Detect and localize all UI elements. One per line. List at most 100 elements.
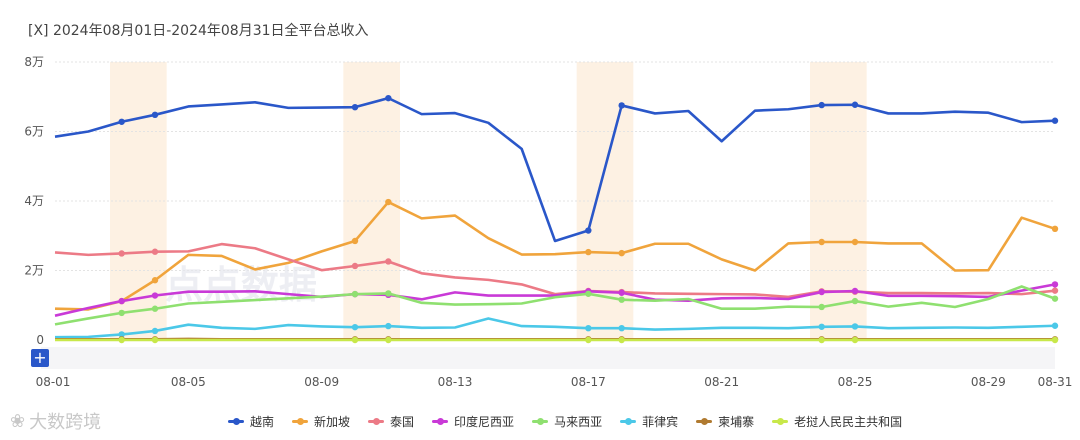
data-point bbox=[618, 324, 625, 332]
x-tick-label: 08-17 bbox=[571, 375, 606, 389]
legend-label: 马来西亚 bbox=[554, 415, 603, 429]
data-point bbox=[385, 336, 392, 344]
data-point bbox=[818, 303, 825, 311]
data-point bbox=[818, 238, 825, 246]
data-point bbox=[851, 336, 859, 344]
brand-watermark-text: 大数跨境 bbox=[29, 412, 102, 433]
x-tick-label: 08-25 bbox=[838, 375, 873, 389]
data-point bbox=[118, 250, 125, 257]
brand-logo-icon: ❀ bbox=[10, 410, 26, 432]
data-point bbox=[585, 324, 592, 332]
data-point bbox=[1051, 117, 1059, 124]
legend-item[interactable]: 马来西亚 bbox=[532, 413, 602, 430]
data-point bbox=[618, 289, 625, 296]
data-point bbox=[385, 322, 392, 330]
data-point bbox=[351, 237, 359, 245]
legend-swatch bbox=[772, 418, 789, 425]
x-tick-label: 08-13 bbox=[438, 375, 473, 389]
data-point bbox=[351, 336, 359, 344]
y-tick-label: 6万 bbox=[24, 125, 44, 139]
x-tick-label: 08-01 bbox=[36, 375, 71, 389]
data-point bbox=[618, 296, 625, 303]
data-point bbox=[851, 238, 859, 246]
data-point bbox=[351, 262, 359, 270]
data-point bbox=[818, 336, 825, 344]
series-line-越南 bbox=[54, 96, 1056, 243]
data-point bbox=[585, 227, 592, 234]
legend-label: 印度尼西亚 bbox=[454, 415, 515, 429]
data-point bbox=[151, 336, 159, 344]
chart-title: [X] 2024年08月01日-2024年08月31日全平台总收入 bbox=[28, 23, 369, 39]
data-point bbox=[851, 101, 859, 108]
data-point bbox=[351, 323, 359, 331]
y-tick-label: 8万 bbox=[24, 55, 44, 69]
add-button[interactable]: + bbox=[31, 349, 49, 367]
legend-item[interactable]: 越南 bbox=[228, 413, 274, 430]
data-point bbox=[1051, 281, 1059, 288]
data-point bbox=[151, 292, 159, 299]
data-point bbox=[385, 94, 392, 102]
data-point bbox=[151, 111, 159, 119]
legend-item[interactable]: 老挝人民民主共和国 bbox=[772, 413, 902, 430]
y-tick-label: 2万 bbox=[24, 264, 44, 278]
series-line-泰国 bbox=[54, 242, 1056, 299]
x-tick-label: 08-29 bbox=[971, 375, 1006, 389]
data-point bbox=[1051, 295, 1059, 302]
legend: 越南 新加坡 泰国 印度尼西亚 马来西亚 菲律宾 柬埔寨 老挝人民民主共和国 bbox=[228, 413, 902, 430]
data-point bbox=[385, 198, 392, 206]
legend-swatch bbox=[620, 418, 637, 425]
legend-item[interactable]: 印度尼西亚 bbox=[432, 413, 514, 430]
legend-swatch bbox=[532, 418, 549, 425]
data-point bbox=[118, 336, 125, 344]
y-tick-label: 0 bbox=[36, 333, 44, 347]
data-point bbox=[351, 290, 359, 298]
data-point bbox=[351, 103, 359, 111]
legend-label: 柬埔寨 bbox=[718, 415, 755, 429]
data-point bbox=[618, 102, 625, 109]
data-point bbox=[1051, 287, 1059, 294]
data-point bbox=[851, 297, 859, 305]
data-point bbox=[851, 323, 859, 330]
legend-item[interactable]: 泰国 bbox=[368, 413, 414, 430]
legend-label: 越南 bbox=[250, 415, 275, 429]
legend-label: 泰国 bbox=[390, 415, 415, 429]
series-line-印度尼西亚 bbox=[54, 283, 1056, 317]
legend-swatch bbox=[696, 418, 713, 425]
legend-swatch bbox=[368, 418, 385, 425]
data-point bbox=[118, 309, 125, 317]
data-point bbox=[151, 277, 159, 284]
data-point bbox=[151, 248, 159, 255]
series-line-菲律宾 bbox=[54, 317, 1056, 339]
legend-item[interactable]: 菲律宾 bbox=[620, 413, 678, 430]
brand-watermark: ❀ 大数跨境 bbox=[10, 408, 101, 434]
x-tick-label: 08-21 bbox=[704, 375, 739, 389]
legend-item[interactable]: 新加坡 bbox=[292, 413, 350, 430]
data-point bbox=[118, 331, 125, 338]
data-point bbox=[385, 258, 392, 265]
data-point bbox=[1051, 225, 1059, 232]
data-point bbox=[818, 288, 825, 296]
series-line-马来西亚 bbox=[54, 285, 1056, 326]
legend-item[interactable]: 柬埔寨 bbox=[696, 413, 754, 430]
legend-swatch bbox=[292, 418, 309, 425]
data-point bbox=[1051, 322, 1059, 329]
y-tick-label: 4万 bbox=[24, 194, 44, 208]
data-point bbox=[818, 323, 825, 330]
legend-label: 老挝人民民主共和国 bbox=[794, 415, 903, 429]
data-point bbox=[618, 336, 625, 344]
x-tick-label: 08-09 bbox=[304, 375, 339, 389]
data-point bbox=[151, 305, 159, 312]
data-point bbox=[585, 248, 592, 256]
legend-swatch bbox=[432, 418, 449, 425]
range-slider-track bbox=[41, 347, 1055, 369]
data-point bbox=[618, 249, 625, 257]
data-point bbox=[118, 297, 125, 305]
legend-label: 菲律宾 bbox=[642, 415, 679, 429]
data-point bbox=[385, 290, 392, 297]
data-point bbox=[151, 327, 159, 335]
x-tick-label: 08-05 bbox=[171, 375, 206, 389]
data-point bbox=[1051, 336, 1059, 344]
data-point bbox=[585, 336, 592, 344]
data-point bbox=[818, 101, 825, 109]
